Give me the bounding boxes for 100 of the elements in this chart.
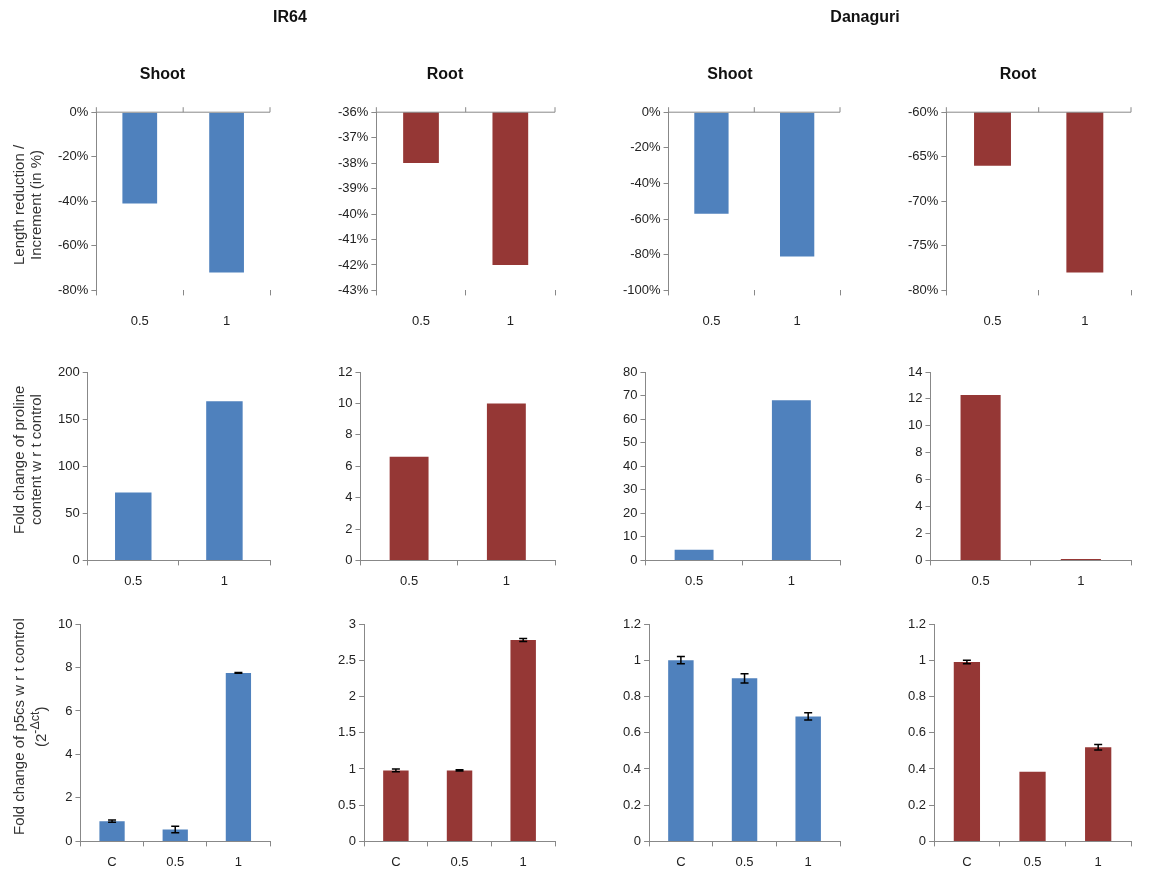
x-tick-label: 0.5 <box>411 312 431 328</box>
y-tick-label: 10 <box>907 417 923 433</box>
y-tick-label: 0 <box>348 832 357 848</box>
x-tick-label: 0.5 <box>450 853 469 869</box>
y-tick-label: 40 <box>622 457 638 473</box>
y-tick-label: 0.2 <box>622 796 642 812</box>
y-axis-title: Fold change of proline content w r t control <box>10 384 45 537</box>
chart-title: Root <box>426 65 464 83</box>
bar <box>953 662 981 841</box>
bar <box>1019 771 1046 841</box>
y-tick-label: -60% <box>630 210 662 226</box>
y-tick-label: 1.2 <box>907 615 927 631</box>
y-tick-label: -38% <box>337 154 369 170</box>
y-tick-label: 8 <box>345 426 353 442</box>
y-tick-label: 4 <box>345 489 353 505</box>
x-tick-label: C <box>676 853 686 869</box>
x-tick-label: 0.5 <box>1023 853 1042 869</box>
x-tick-label: 1 <box>222 312 231 328</box>
x-tick-label: 1 <box>787 572 795 588</box>
y-axis-title: Length reduction / Increment (in %) <box>10 143 45 268</box>
chart-title: Root <box>999 65 1037 83</box>
y-tick-label: -80% <box>907 281 939 297</box>
y-tick-label: 0 <box>633 832 642 848</box>
x-tick-label: C <box>962 853 972 869</box>
y-tick-label: 50 <box>622 434 638 450</box>
y-tick-label: 2 <box>345 520 353 536</box>
y-tick-label: -60% <box>57 237 89 253</box>
x-tick-label: 1 <box>1077 572 1085 588</box>
x-tick-label: 1 <box>234 853 243 869</box>
bar <box>731 678 758 841</box>
y-tick-label: 3 <box>348 615 357 631</box>
y-tick-label: -80% <box>57 281 89 297</box>
y-tick-label: 4 <box>65 746 73 762</box>
y-tick-label: 0.6 <box>622 724 642 740</box>
y-tick-label: -20% <box>57 148 89 164</box>
bar <box>225 672 252 841</box>
x-tick-label: C <box>107 853 117 869</box>
y-tick-label: 4 <box>915 498 923 514</box>
y-tick-label: 1.2 <box>622 615 642 631</box>
y-tick-label: 200 <box>57 363 80 379</box>
y-tick-label: 2 <box>915 525 923 541</box>
y-tick-label: -37% <box>337 129 369 145</box>
y-tick-label: 1.5 <box>337 724 357 740</box>
y-tick-label: 80 <box>622 363 638 379</box>
y-tick-label: 0.4 <box>622 760 642 776</box>
text: Danaguri <box>829 8 901 26</box>
text: IR64 <box>272 8 308 26</box>
y-tick-label: -80% <box>630 246 662 262</box>
y-tick-label: -65% <box>907 148 939 164</box>
y-tick-label: 8 <box>65 659 73 675</box>
y-tick-label: -40% <box>630 175 662 191</box>
x-tick-label: 1 <box>793 312 801 328</box>
y-tick-label: 1 <box>348 760 357 776</box>
y-tick-label: 8 <box>915 444 923 460</box>
x-tick-label: 0.5 <box>124 572 143 588</box>
y-tick-label: 20 <box>622 504 638 520</box>
y-tick-label: 0 <box>918 832 927 848</box>
y-tick-label: 10 <box>57 615 73 631</box>
y-tick-label: 2.5 <box>337 651 357 667</box>
y-tick-label: -60% <box>907 103 939 119</box>
chart-title: Shoot <box>707 65 754 83</box>
y-tick-label: 0.8 <box>622 688 642 704</box>
x-tick-label: 1 <box>804 853 812 869</box>
y-tick-label: 60 <box>622 410 638 426</box>
bar <box>668 660 694 841</box>
y-tick-label: 10 <box>337 394 353 410</box>
y-tick-label: 0 <box>345 551 353 567</box>
y-tick-label: 0.2 <box>907 796 927 812</box>
bar <box>1085 747 1112 841</box>
x-tick-label: 0.5 <box>166 853 185 869</box>
y-tick-label: 0% <box>641 103 662 119</box>
y-tick-label: 0 <box>72 551 80 567</box>
y-tick-label: 10 <box>622 528 638 544</box>
y-tick-label: -39% <box>337 180 369 196</box>
x-tick-label: C <box>391 853 401 869</box>
x-tick-label: 1 <box>502 572 510 588</box>
y-tick-label: 30 <box>622 481 638 497</box>
y-tick-label: 0.4 <box>907 760 927 776</box>
x-tick-label: 0.5 <box>983 312 1002 328</box>
y-tick-label: 2 <box>348 688 357 704</box>
y-tick-label: -20% <box>630 139 662 155</box>
x-tick-label: 1 <box>1081 312 1089 328</box>
y-tick-label: 0 <box>65 832 73 848</box>
y-tick-label: 0.6 <box>907 724 927 740</box>
x-tick-label: 0.5 <box>702 312 721 328</box>
y-tick-label: 14 <box>907 363 923 379</box>
x-tick-label: 1 <box>519 853 527 869</box>
y-tick-label: 150 <box>57 410 80 426</box>
x-tick-label: 0.5 <box>971 572 990 588</box>
y-tick-label: 6 <box>915 471 923 487</box>
y-tick-label: 0.8 <box>907 688 927 704</box>
y-tick-label: 100 <box>57 457 80 473</box>
x-tick-label: 1 <box>1094 853 1102 869</box>
y-tick-label: 12 <box>907 390 923 406</box>
chart-title: Shoot <box>139 65 186 83</box>
y-tick-label: -42% <box>337 256 369 272</box>
y-tick-label: -36% <box>337 103 369 119</box>
bar <box>162 829 188 841</box>
y-tick-label: -75% <box>907 237 939 253</box>
bar <box>99 821 125 841</box>
